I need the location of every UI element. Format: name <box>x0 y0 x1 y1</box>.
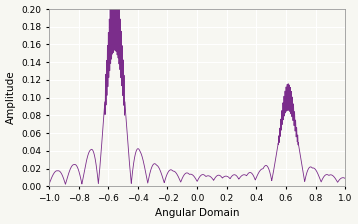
X-axis label: Angular Domain: Angular Domain <box>155 209 239 218</box>
Y-axis label: Amplitude: Amplitude <box>6 71 15 125</box>
